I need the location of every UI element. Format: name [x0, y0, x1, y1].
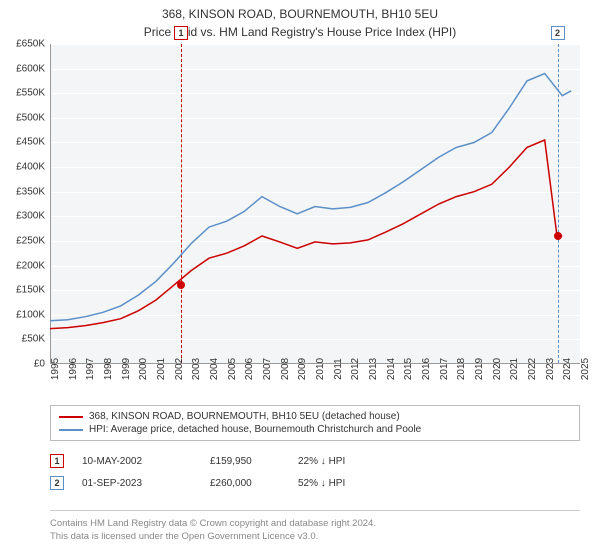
- y-axis-label: £600K: [16, 63, 45, 74]
- x-axis-label: 2014: [386, 358, 397, 380]
- x-axis-label: 1995: [50, 358, 61, 380]
- x-axis-label: 2024: [562, 358, 573, 380]
- chart-lines: [50, 44, 580, 364]
- event-marker-icon: 2: [50, 476, 64, 490]
- x-axis-label: 2002: [174, 358, 185, 380]
- event-percent: 52% ↓ HPI: [298, 478, 388, 489]
- x-axis-label: 1996: [68, 358, 79, 380]
- event-row: 2 01-SEP-2023 £260,000 52% ↓ HPI: [50, 472, 580, 494]
- chart-container: 368, KINSON ROAD, BOURNEMOUTH, BH10 5EU …: [0, 0, 600, 560]
- y-axis-label: £200K: [16, 260, 45, 271]
- x-axis-label: 2008: [280, 358, 291, 380]
- y-axis-label: £150K: [16, 285, 45, 296]
- event-marker-icon: 1: [50, 454, 64, 468]
- series-line-price_paid: [50, 140, 562, 329]
- y-axis-label: £500K: [16, 112, 45, 123]
- x-axis-label: 2004: [209, 358, 220, 380]
- page-title: 368, KINSON ROAD, BOURNEMOUTH, BH10 5EU: [0, 0, 600, 23]
- footer-line-2: This data is licensed under the Open Gov…: [50, 530, 580, 543]
- event-marker-box: 1: [174, 26, 188, 40]
- page-subtitle: Price paid vs. HM Land Registry's House …: [0, 23, 600, 39]
- event-date: 01-SEP-2023: [82, 478, 192, 489]
- x-axis-label: 2005: [227, 358, 238, 380]
- y-axis-label: £250K: [16, 235, 45, 246]
- footer-line-1: Contains HM Land Registry data © Crown c…: [50, 517, 580, 530]
- x-axis-label: 2021: [509, 358, 520, 380]
- x-axis-label: 1997: [85, 358, 96, 380]
- x-axis-label: 2007: [262, 358, 273, 380]
- y-axis-label: £100K: [16, 309, 45, 320]
- event-price: £260,000: [210, 478, 280, 489]
- legend-swatch: [59, 429, 83, 431]
- x-axis-label: 2010: [315, 358, 326, 380]
- y-axis-label: £400K: [16, 162, 45, 173]
- event-table: 1 10-MAY-2002 £159,950 22% ↓ HPI 2 01-SEP-202…: [50, 450, 580, 494]
- x-axis-label: 2016: [421, 358, 432, 380]
- x-axis-label: 2023: [545, 358, 556, 380]
- x-axis-label: 2000: [138, 358, 149, 380]
- x-axis-label: 2017: [439, 358, 450, 380]
- event-date: 10-MAY-2002: [82, 456, 192, 467]
- x-axis-label: 2022: [527, 358, 538, 380]
- x-axis-label: 2003: [191, 358, 202, 380]
- x-axis-label: 1998: [103, 358, 114, 380]
- event-marker-box: 2: [551, 26, 565, 40]
- x-axis-label: 2020: [492, 358, 503, 380]
- chart-area: 12 £0£50K£100K£150K£200K£250K£300K£350K£…: [50, 44, 580, 364]
- x-axis-label: 2006: [244, 358, 255, 380]
- legend-label: HPI: Average price, detached house, Bour…: [89, 424, 421, 435]
- legend-row: 368, KINSON ROAD, BOURNEMOUTH, BH10 5EU …: [59, 410, 571, 423]
- x-axis-label: 2025: [580, 358, 591, 380]
- x-axis-label: 2019: [474, 358, 485, 380]
- series-line-hpi: [50, 74, 571, 321]
- legend-label: 368, KINSON ROAD, BOURNEMOUTH, BH10 5EU …: [89, 411, 400, 422]
- event-percent: 22% ↓ HPI: [298, 456, 388, 467]
- x-axis-label: 2018: [456, 358, 467, 380]
- event-row: 1 10-MAY-2002 £159,950 22% ↓ HPI: [50, 450, 580, 472]
- y-axis-label: £0: [34, 359, 45, 370]
- y-axis-label: £550K: [16, 88, 45, 99]
- x-axis-label: 2013: [368, 358, 379, 380]
- x-axis-label: 1999: [121, 358, 132, 380]
- legend: 368, KINSON ROAD, BOURNEMOUTH, BH10 5EU …: [50, 405, 580, 441]
- x-axis-label: 2001: [156, 358, 167, 380]
- x-axis-label: 2012: [350, 358, 361, 380]
- y-axis-label: £300K: [16, 211, 45, 222]
- x-axis-label: 2009: [297, 358, 308, 380]
- y-axis-label: £50K: [22, 334, 45, 345]
- legend-swatch: [59, 416, 83, 418]
- legend-row: HPI: Average price, detached house, Bour…: [59, 423, 571, 436]
- x-axis-label: 2011: [333, 358, 344, 380]
- x-axis-label: 2015: [403, 358, 414, 380]
- y-axis-label: £450K: [16, 137, 45, 148]
- footer: Contains HM Land Registry data © Crown c…: [50, 510, 580, 544]
- event-price: £159,950: [210, 456, 280, 467]
- y-axis-label: £650K: [16, 39, 45, 50]
- y-axis-label: £350K: [16, 186, 45, 197]
